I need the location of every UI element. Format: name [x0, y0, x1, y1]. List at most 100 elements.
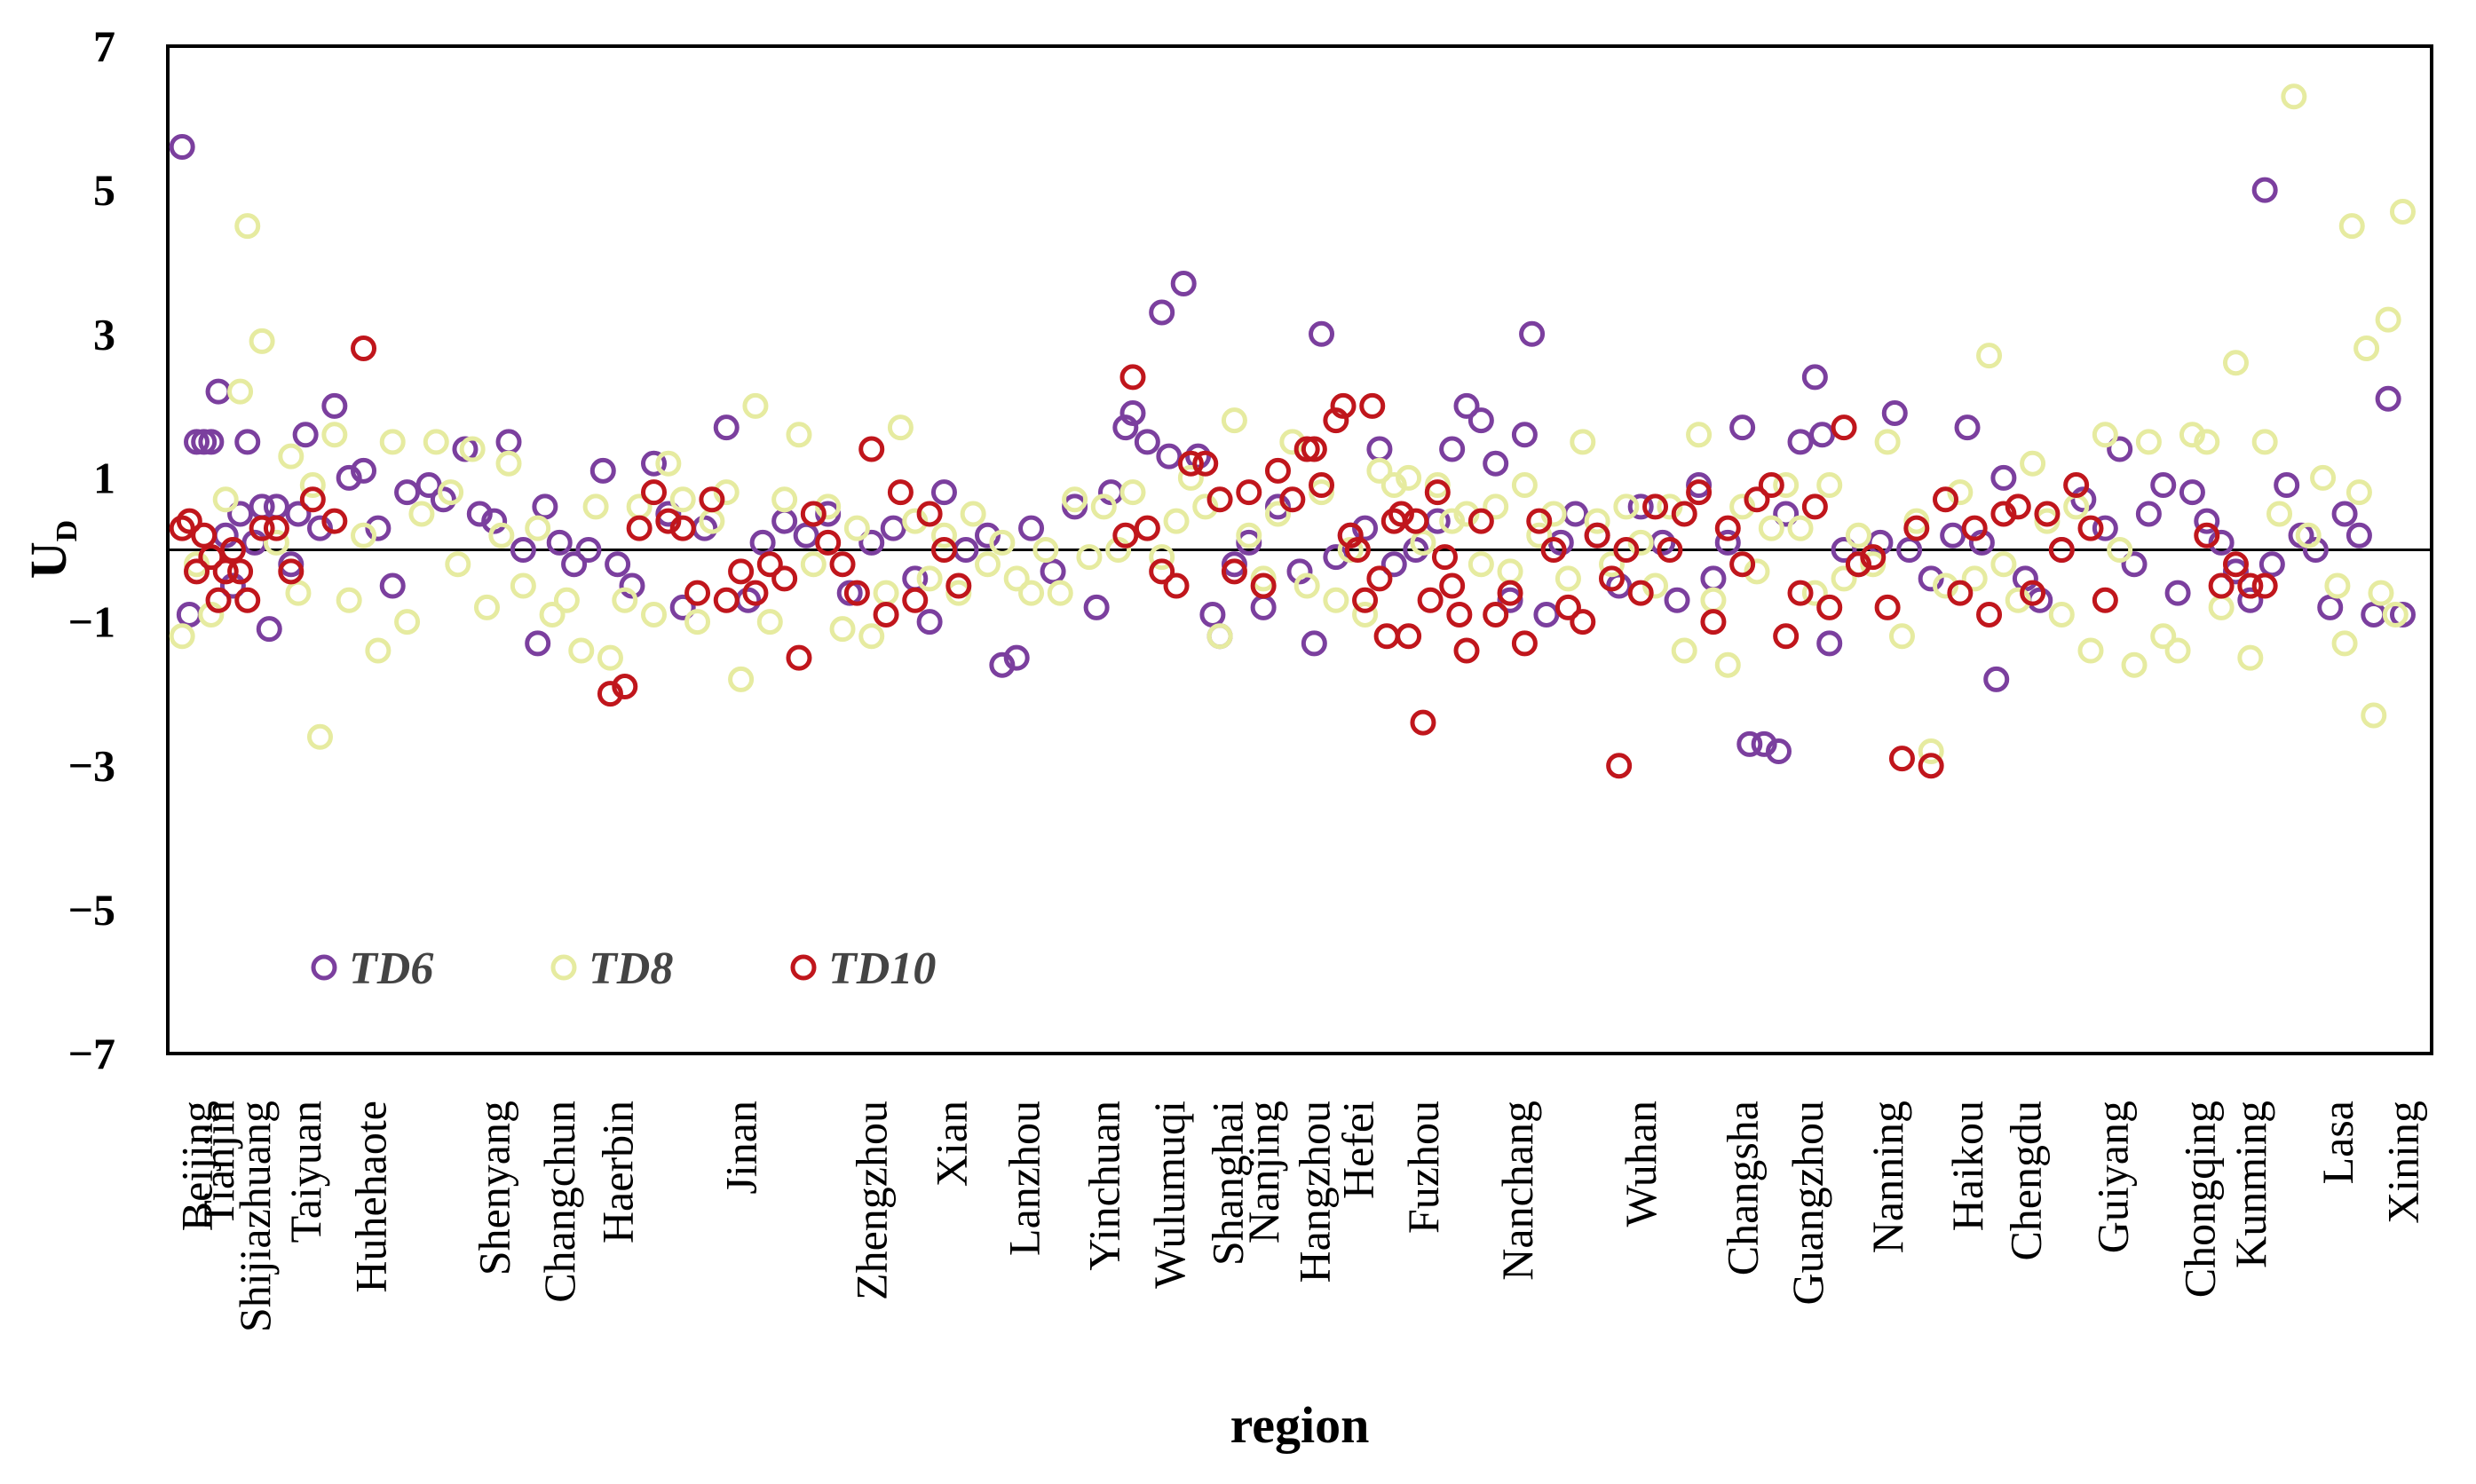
data-point	[742, 580, 769, 606]
data-point	[1729, 493, 1756, 520]
data-point	[306, 515, 333, 541]
data-point	[198, 429, 225, 455]
data-point	[532, 493, 558, 520]
x-tick-label: Chongqing	[2175, 1101, 2225, 1298]
x-tick-label: Changchun	[534, 1101, 584, 1303]
data-point	[1467, 508, 1494, 534]
data-point	[930, 479, 957, 506]
data-point	[815, 493, 842, 520]
data-point	[771, 565, 798, 592]
data-point	[227, 378, 254, 405]
data-point	[1192, 493, 1219, 520]
x-tick-label: Shanghai	[1202, 1101, 1252, 1266]
data-point	[1751, 730, 1777, 757]
data-point	[1888, 746, 1915, 772]
data-point	[1598, 565, 1625, 592]
data-point	[2331, 501, 2358, 527]
data-point	[2237, 572, 2264, 599]
data-point	[561, 551, 588, 578]
data-point	[1787, 515, 1814, 541]
data-point	[1119, 479, 1146, 506]
data-point	[1352, 515, 1379, 541]
data-point	[902, 587, 929, 613]
data-point	[1758, 472, 1784, 499]
data-point	[2237, 644, 2264, 671]
legend: TD6 TD8 TD10	[311, 943, 936, 994]
data-point	[2324, 572, 2351, 599]
data-point	[546, 529, 573, 556]
data-point	[1773, 501, 1800, 527]
x-tick-label: Hangzhou	[1289, 1101, 1339, 1283]
data-point	[1170, 271, 1197, 297]
data-point	[2164, 637, 2191, 664]
data-point	[2389, 198, 2416, 225]
data-point	[212, 486, 239, 513]
legend-marker-td8	[550, 954, 577, 981]
data-point	[1947, 479, 1974, 506]
x-tick-label: Shijiazhuang	[230, 1101, 280, 1332]
data-point	[669, 515, 696, 541]
data-point	[1845, 522, 1871, 549]
data-point	[234, 213, 261, 240]
data-point	[249, 515, 275, 541]
data-point	[2107, 436, 2133, 462]
data-point	[1801, 364, 1828, 391]
data-point	[1540, 501, 1567, 527]
data-point	[394, 479, 421, 506]
data-point	[1918, 738, 1944, 764]
data-point	[1570, 429, 1596, 455]
data-point	[1206, 486, 1233, 513]
data-point	[945, 572, 972, 599]
data-point	[379, 429, 406, 455]
data-point	[1554, 565, 1581, 592]
data-point	[1018, 580, 1045, 606]
x-tick-label: Beijing	[172, 1101, 222, 1231]
data-point	[1483, 601, 1509, 628]
data-point	[336, 464, 362, 491]
data-point	[263, 529, 289, 556]
data-point	[1671, 637, 1697, 664]
x-tick-label: Xian	[927, 1101, 977, 1187]
data-point	[829, 551, 856, 578]
data-point	[1627, 529, 1654, 556]
data-point	[285, 501, 312, 527]
data-point	[169, 515, 195, 541]
data-point	[2389, 601, 2416, 628]
x-tick-label: Yinchuan	[1079, 1101, 1128, 1271]
data-point	[640, 479, 667, 506]
data-point	[466, 501, 493, 527]
data-point	[2063, 472, 2090, 499]
data-point	[916, 565, 943, 592]
data-point	[2258, 551, 2285, 578]
data-point	[2150, 472, 2177, 499]
data-point	[1439, 436, 1466, 462]
data-point	[1947, 580, 1974, 606]
data-point	[1309, 472, 1335, 499]
data-point	[2302, 537, 2329, 563]
data-point	[2345, 479, 2372, 506]
data-point	[169, 623, 195, 650]
data-point	[975, 522, 1001, 549]
data-point	[575, 537, 602, 563]
data-point	[1729, 414, 1756, 441]
data-point	[2338, 213, 2365, 240]
data-point	[1396, 464, 1422, 491]
data-point	[1279, 429, 1306, 455]
data-point	[2345, 522, 2372, 549]
data-point	[1279, 486, 1306, 513]
x-tick-label: Nanjing	[1238, 1101, 1288, 1243]
data-point	[1177, 464, 1204, 491]
data-point	[1380, 551, 1407, 578]
data-point	[1323, 544, 1349, 571]
data-point	[1352, 601, 1379, 628]
data-point	[1388, 501, 1414, 527]
data-point	[1417, 587, 1444, 613]
data-point	[612, 674, 638, 700]
data-point	[1003, 565, 1030, 592]
data-point	[1330, 392, 1357, 419]
data-point	[699, 486, 725, 513]
data-point	[728, 558, 755, 585]
data-point	[176, 508, 202, 534]
data-point	[1606, 753, 1633, 779]
data-point	[2194, 522, 2220, 549]
